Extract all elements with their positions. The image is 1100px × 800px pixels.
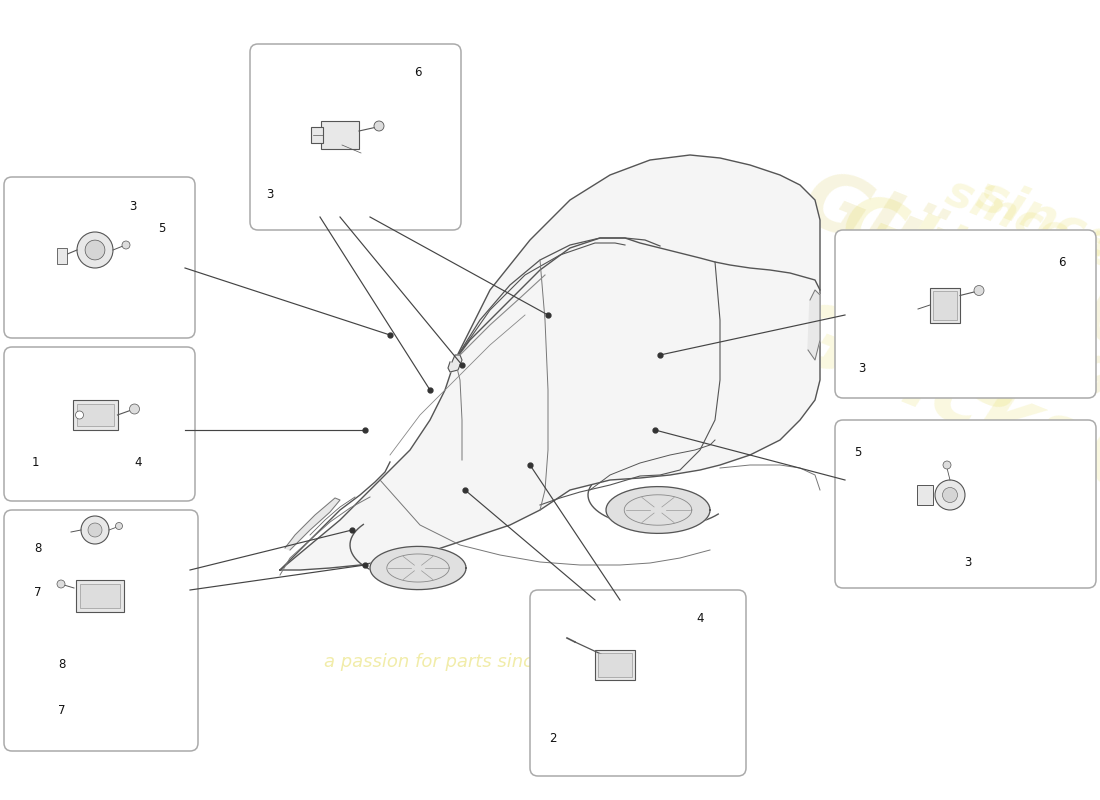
Circle shape <box>88 523 102 537</box>
Bar <box>76 580 124 612</box>
Circle shape <box>81 516 109 544</box>
Bar <box>930 287 960 322</box>
Text: since 1985: since 1985 <box>970 170 1100 328</box>
Text: 4: 4 <box>696 611 704 625</box>
Text: Glüc: Glüc <box>830 185 1033 324</box>
Text: since 1985: since 1985 <box>860 265 1100 441</box>
Text: 3: 3 <box>130 201 136 214</box>
Text: kpar: kpar <box>886 255 1093 397</box>
Circle shape <box>57 580 65 588</box>
Circle shape <box>77 232 113 268</box>
Bar <box>311 127 323 143</box>
Text: 5: 5 <box>855 446 861 458</box>
FancyBboxPatch shape <box>4 347 195 501</box>
Text: a passion for parts since 1985: a passion for parts since 1985 <box>324 653 596 671</box>
Text: 8: 8 <box>58 658 66 671</box>
Text: 3: 3 <box>965 555 971 569</box>
Text: 3: 3 <box>858 362 866 374</box>
Circle shape <box>122 241 130 249</box>
Text: 3: 3 <box>266 189 274 202</box>
Text: 6: 6 <box>1058 255 1066 269</box>
Text: Glücksparts: Glücksparts <box>790 160 1100 436</box>
Bar <box>80 584 120 608</box>
Circle shape <box>935 480 965 510</box>
Text: 2: 2 <box>549 731 557 745</box>
Polygon shape <box>285 498 340 550</box>
Bar <box>598 653 632 677</box>
Circle shape <box>943 461 951 469</box>
Bar <box>595 650 635 680</box>
Polygon shape <box>808 290 820 360</box>
FancyBboxPatch shape <box>250 44 461 230</box>
Circle shape <box>76 411 84 419</box>
Text: 8: 8 <box>34 542 42 554</box>
Bar <box>321 121 359 149</box>
Polygon shape <box>280 155 820 570</box>
Bar <box>933 290 957 319</box>
Text: 7: 7 <box>58 703 66 717</box>
Circle shape <box>974 286 984 295</box>
Polygon shape <box>448 355 462 372</box>
Circle shape <box>943 487 957 502</box>
Text: ts: ts <box>930 330 1034 430</box>
Polygon shape <box>370 546 466 590</box>
Circle shape <box>130 404 140 414</box>
Bar <box>77 404 113 426</box>
FancyBboxPatch shape <box>4 177 195 338</box>
Circle shape <box>116 522 122 530</box>
Text: Glücksparts: Glücksparts <box>770 290 1100 584</box>
Text: 5: 5 <box>158 222 166 234</box>
Bar <box>73 400 118 430</box>
Text: 1: 1 <box>31 455 38 469</box>
FancyBboxPatch shape <box>835 420 1096 588</box>
Text: 7: 7 <box>34 586 42 598</box>
Bar <box>57 248 67 264</box>
Text: since 1985: since 1985 <box>940 170 1100 310</box>
FancyBboxPatch shape <box>4 510 198 751</box>
Polygon shape <box>606 486 710 534</box>
FancyBboxPatch shape <box>835 230 1096 398</box>
FancyBboxPatch shape <box>530 590 746 776</box>
Circle shape <box>85 240 104 260</box>
Text: 4: 4 <box>134 455 142 469</box>
Circle shape <box>374 121 384 131</box>
Bar <box>917 485 933 505</box>
Text: 6: 6 <box>415 66 421 78</box>
